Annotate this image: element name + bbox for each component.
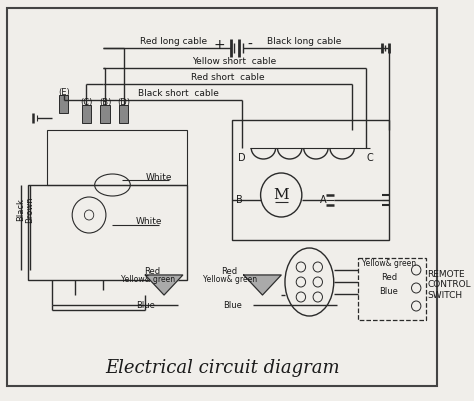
Bar [28, 185, 188, 280]
Text: Black short  cable: Black short cable [137, 89, 219, 97]
Text: D: D [238, 153, 246, 163]
Text: A: A [320, 195, 327, 205]
Text: Blue: Blue [380, 288, 399, 296]
Polygon shape [244, 275, 281, 295]
Text: Black: Black [16, 198, 25, 221]
Text: REMOTE
CONTROL
SWITCH: REMOTE CONTROL SWITCH [428, 270, 471, 300]
Text: Red: Red [222, 267, 238, 275]
Text: Yellow& green: Yellow& green [202, 275, 257, 284]
Bar [100, 105, 109, 123]
Polygon shape [146, 275, 183, 295]
Bar [119, 105, 128, 123]
Text: Blue: Blue [223, 300, 242, 310]
Text: Red long cable: Red long cable [140, 36, 207, 45]
Text: Yellow& green: Yellow& green [362, 259, 416, 269]
Text: Red: Red [144, 267, 160, 275]
Text: B: B [236, 195, 242, 205]
Text: Brown: Brown [26, 196, 35, 223]
Bar [59, 95, 68, 113]
Bar [358, 258, 426, 320]
Text: Blue: Blue [136, 300, 155, 310]
Text: (D): (D) [117, 97, 130, 107]
Text: C: C [367, 153, 374, 163]
Text: White: White [136, 217, 163, 227]
Bar [47, 130, 188, 185]
Text: -: - [247, 38, 252, 52]
Text: (C): (C) [80, 97, 92, 107]
Text: +: + [214, 38, 225, 52]
Text: (B): (B) [99, 97, 111, 107]
Text: Red short  cable: Red short cable [191, 73, 264, 81]
Text: (E): (E) [58, 87, 70, 97]
Text: Black long cable: Black long cable [267, 36, 342, 45]
Text: Yellow& green: Yellow& green [121, 275, 175, 284]
Text: Yellow short  cable: Yellow short cable [192, 57, 276, 65]
Bar [232, 120, 389, 240]
Text: Electrical circuit diagram: Electrical circuit diagram [105, 359, 339, 377]
Bar [82, 105, 91, 123]
Text: White: White [146, 174, 172, 182]
Text: M: M [273, 188, 289, 202]
Text: Red: Red [381, 273, 397, 282]
